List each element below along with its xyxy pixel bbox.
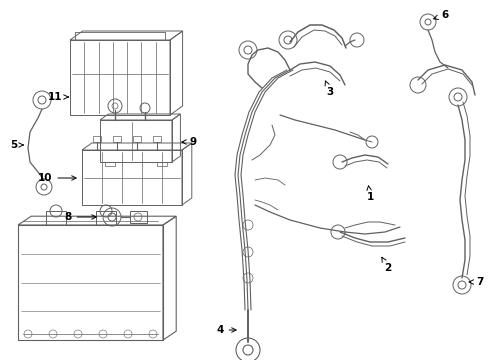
Text: 2: 2 bbox=[382, 257, 392, 273]
Text: 5: 5 bbox=[10, 140, 24, 150]
Text: 6: 6 bbox=[434, 10, 449, 20]
Text: 9: 9 bbox=[182, 137, 196, 147]
Text: 11: 11 bbox=[48, 92, 68, 102]
Text: 8: 8 bbox=[64, 212, 96, 222]
Text: 4: 4 bbox=[216, 325, 236, 335]
Text: 3: 3 bbox=[325, 81, 334, 97]
Text: 10: 10 bbox=[38, 173, 76, 183]
Text: 1: 1 bbox=[367, 186, 374, 202]
Text: 7: 7 bbox=[469, 277, 484, 287]
